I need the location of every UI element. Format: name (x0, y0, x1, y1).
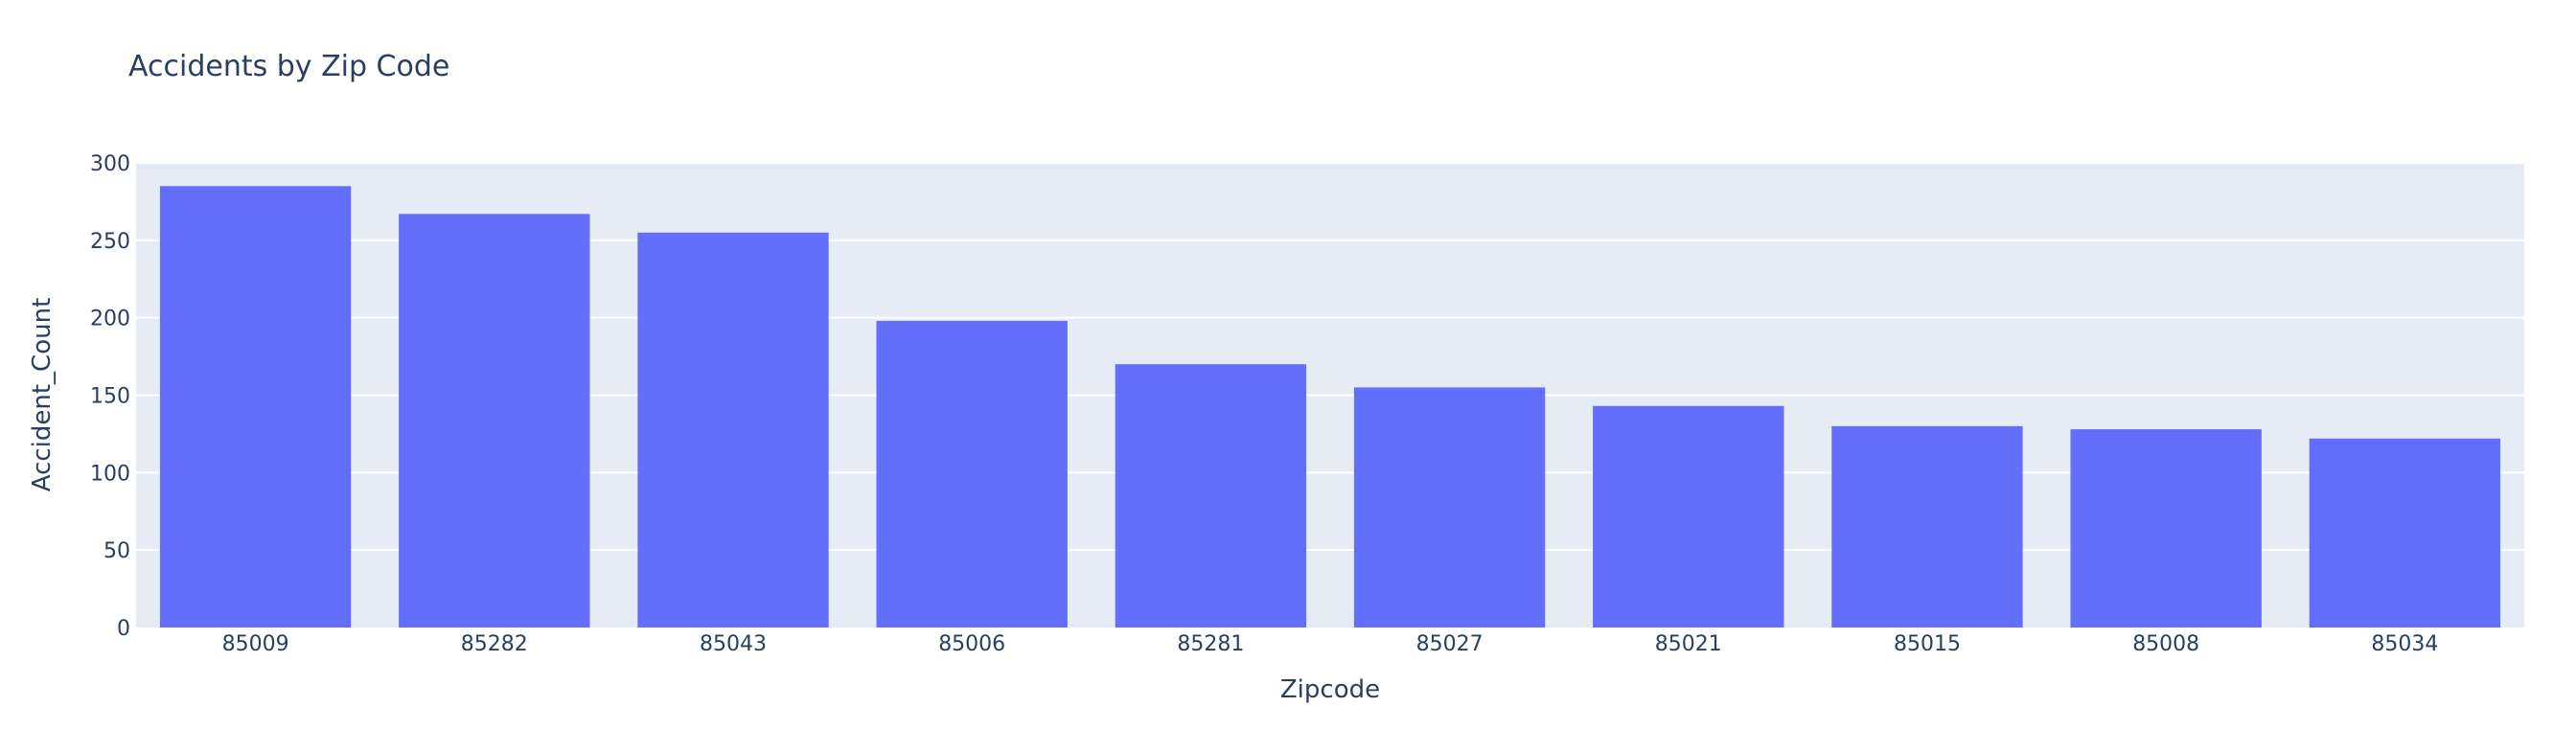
x-tick-label: 85281 (1177, 632, 1244, 656)
bar-85027[interactable] (1353, 387, 1546, 627)
y-tick-label: 0 (117, 617, 130, 641)
bar-85009[interactable] (159, 186, 352, 627)
x-tick-label: 85027 (1416, 632, 1484, 656)
y-tick-label: 150 (90, 385, 130, 409)
bars (159, 186, 2501, 627)
y-axis-title: Accident_Count (28, 298, 57, 492)
bar-85006[interactable] (876, 320, 1068, 627)
x-tick-label: 85008 (2132, 632, 2199, 656)
bar-85015[interactable] (1831, 425, 2023, 627)
y-tick-label: 250 (90, 230, 130, 254)
x-tick-label: 85009 (222, 632, 289, 656)
x-axis-ticks: 85009 85282 85043 85006 85281 85027 85021 85015… (222, 632, 2439, 656)
x-tick-label: 85043 (700, 632, 767, 656)
x-tick-label: 85021 (1655, 632, 1722, 656)
x-tick-label: 85034 (2371, 632, 2438, 656)
bar-85021[interactable] (1593, 405, 1784, 627)
bar-85008[interactable] (2070, 429, 2262, 627)
bar-85281[interactable] (1115, 364, 1307, 627)
y-tick-label: 100 (90, 462, 130, 486)
bar-85034[interactable] (2309, 438, 2501, 627)
x-axis-title: Zipcode (1280, 675, 1380, 704)
y-tick-label: 50 (104, 539, 130, 563)
x-tick-label: 85006 (938, 632, 1005, 656)
x-tick-label: 85015 (1894, 632, 1961, 656)
chart-title: Accidents by Zip Code (128, 50, 449, 83)
bar-85043[interactable] (637, 232, 829, 627)
y-tick-label: 200 (90, 308, 130, 331)
y-axis-ticks: 0 50 100 150 200 250 300 (90, 152, 130, 641)
x-tick-label: 85282 (461, 632, 528, 656)
y-tick-label: 300 (90, 152, 130, 176)
bar-85282[interactable] (399, 214, 590, 627)
